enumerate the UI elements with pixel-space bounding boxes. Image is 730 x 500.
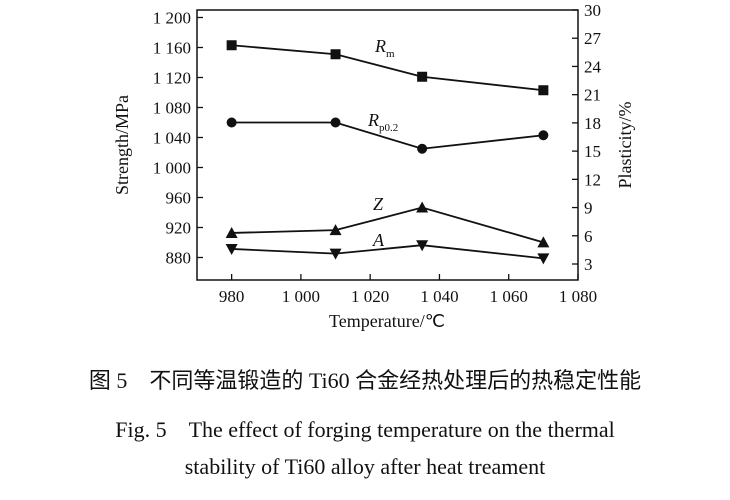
line	[231, 244, 544, 260]
series-name: A	[372, 230, 385, 250]
y-tick-label: 1 000	[153, 159, 191, 178]
marker	[330, 49, 341, 60]
series: Z	[225, 194, 550, 248]
y2-tick-label: 9	[584, 199, 593, 218]
y2-tick-label: 30	[584, 1, 601, 20]
series: A	[225, 230, 550, 265]
line	[231, 44, 544, 92]
marker	[329, 224, 342, 236]
y-tick-label: 1 120	[153, 69, 191, 88]
series: Rp0.2	[226, 110, 549, 154]
y-tick-label: 1 160	[153, 39, 191, 58]
x-tick-label: 1 080	[559, 287, 597, 306]
x-tick-label: 1 060	[490, 287, 528, 306]
series: Rm	[226, 36, 549, 96]
y-tick-label: 920	[166, 219, 192, 238]
caption-en: Fig. 5 The effect of forging temperature…	[115, 417, 615, 442]
marker	[417, 143, 428, 154]
marker	[329, 248, 342, 260]
y2-tick-label: 15	[584, 142, 601, 161]
y-tick-label: 880	[166, 249, 192, 268]
series-label: Rp0.2	[367, 110, 398, 134]
plot-frame	[196, 9, 579, 281]
series-name: R	[374, 36, 386, 56]
x-tick-label: 1 020	[351, 287, 389, 306]
series-name: Z	[373, 194, 384, 214]
x-axis-label: Temperature/℃	[329, 311, 445, 331]
marker	[330, 117, 341, 128]
marker	[225, 243, 238, 255]
marker	[417, 71, 428, 82]
caption-en: stability of Ti60 alloy after heat tream…	[185, 454, 545, 479]
x-tick-label: 980	[219, 287, 245, 306]
y2-axis-label: Plasticity/%	[615, 102, 635, 189]
y2-tick-label: 6	[584, 227, 593, 246]
line	[231, 206, 544, 244]
y-tick-label: 960	[166, 189, 192, 208]
marker	[537, 236, 550, 248]
marker	[226, 117, 237, 128]
marker	[226, 40, 237, 51]
y2-tick-label: 24	[584, 57, 602, 76]
series-subscript: m	[386, 48, 395, 60]
line	[231, 121, 544, 150]
marker	[537, 253, 550, 265]
y2-tick-label: 27	[584, 29, 602, 48]
series-label: A	[372, 230, 385, 250]
marker	[416, 240, 429, 252]
series-name: R	[367, 110, 379, 130]
series-label: Z	[373, 194, 384, 214]
y-axis-label: Strength/MPa	[112, 95, 132, 195]
y2-tick-label: 18	[584, 114, 601, 133]
marker	[416, 201, 429, 213]
x-tick-label: 1 000	[282, 287, 320, 306]
y-tick-label: 1 080	[153, 99, 191, 118]
x-tick-label: 1 040	[420, 287, 458, 306]
marker	[538, 130, 549, 141]
y-tick-label: 1 040	[153, 129, 191, 148]
y2-tick-label: 12	[584, 170, 601, 189]
marker	[538, 85, 549, 96]
series-label: Rm	[374, 36, 395, 60]
y2-tick-label: 21	[584, 86, 601, 105]
marker	[225, 226, 238, 238]
y2-tick-label: 3	[584, 255, 593, 274]
series-subscript: p0.2	[379, 122, 398, 134]
caption-zh: 图 5 不同等温锻造的 Ti60 合金经热处理后的热稳定性能	[89, 368, 641, 393]
y-tick-label: 1 200	[153, 9, 191, 28]
